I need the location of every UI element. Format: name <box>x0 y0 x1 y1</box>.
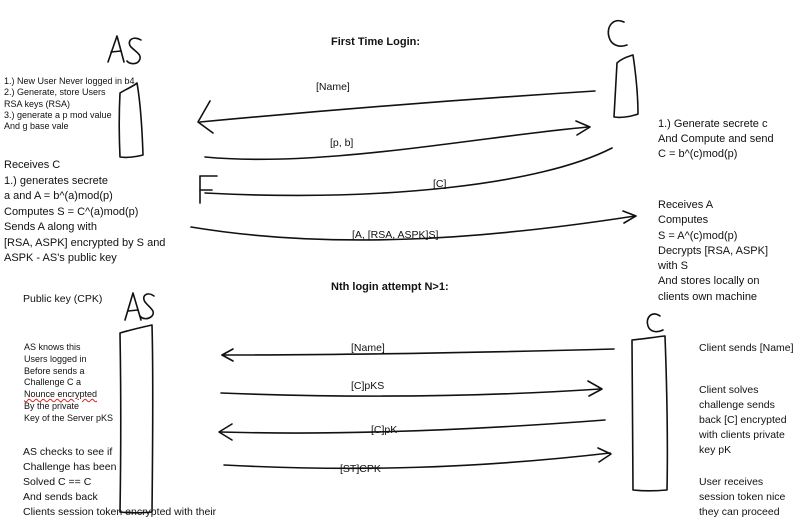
as-notes: 1.) New User Never logged in b4 2.) Gene… <box>4 76 135 132</box>
client-solves-line: key pK <box>699 444 732 456</box>
as-knows-line: Users logged in <box>24 353 87 364</box>
as-note-line: RSA keys (RSA) <box>4 98 71 109</box>
as-receives-line: ASPK - AS's public key <box>4 252 117 264</box>
as-checks-line: And sends back <box>23 491 98 503</box>
client-receives-line: Computes <box>658 214 709 227</box>
arrow-nth-stcpk <box>223 447 612 470</box>
client-receives-line: Receives A <box>658 199 714 211</box>
client-generate-line: 1.) Generate secrete c <box>658 118 768 130</box>
arrow-nth-cpk <box>218 419 606 441</box>
as-receives-line: a and A = b^(a)mod(p) <box>4 190 113 202</box>
msg-nth-stcpk: [ST]CPK <box>340 463 381 475</box>
as-note-line: 1.) New User Never logged in b4 <box>4 76 135 86</box>
client-generate-line: C = b^(c)mod(p) <box>658 148 738 160</box>
arrow-nth-cpks <box>220 380 603 397</box>
arrow-first-a <box>190 210 637 241</box>
as-knows-line: Nounce encrypted <box>24 389 98 400</box>
as-knows-block: AS knows this Users logged in Before sen… <box>24 342 113 425</box>
client-solves-block: Client solves challenge sends back [C] e… <box>699 383 787 458</box>
client-sends-name: Client sends [Name] <box>699 342 794 354</box>
arrow-first-c <box>199 147 613 204</box>
msg-first-pb: [p, b] <box>330 137 354 149</box>
as-bottom-lifeline <box>119 324 154 514</box>
c-bottom-lifeline <box>631 335 669 492</box>
client-solves-line: back [C] encrypted <box>699 414 787 426</box>
as-knows-line: AS knows this <box>24 342 81 352</box>
msg-nth-cpk: [C]pK <box>371 424 398 436</box>
client-solves-line: with clients private <box>699 429 785 441</box>
as-receives-block: Receives C 1.) generates secrete a and A… <box>4 158 165 267</box>
public-key-label: Public key (CPK) <box>23 293 103 305</box>
as-knows-line: By the private <box>24 400 80 411</box>
arrow-first-name <box>197 90 596 134</box>
as-top-lifeline <box>118 82 144 159</box>
msg-first-a: [A, [RSA, ASPK]S] <box>352 229 439 241</box>
as-note-line: 2.) Generate, store Users <box>4 87 106 98</box>
msg-first-c: [C] <box>433 178 447 190</box>
msg-nth-cpks: [C]pKS <box>351 380 385 392</box>
client-receives-line: Decrypts [RSA, ASPK] <box>658 244 769 257</box>
as-knows-line: Key of the Server pKS <box>24 412 114 423</box>
as-checks-block: AS checks to see if Challenge has been S… <box>23 445 216 520</box>
nth-login-title: Nth login attempt N>1: <box>331 281 449 293</box>
msg-nth-name: [Name] <box>351 342 385 354</box>
first-login-title: First Time Login: <box>331 36 421 48</box>
msg-first-name: [Name] <box>316 81 350 93</box>
as-top-glyph <box>107 35 142 65</box>
client-generate-line: And Compute and send <box>658 133 774 145</box>
as-checks-line: AS checks to see if <box>23 446 113 458</box>
client-solves-line: challenge sends <box>699 399 775 411</box>
client-receives-line: S = A^(c)mod(p) <box>658 229 738 242</box>
as-knows-line: Challenge C a <box>24 377 82 388</box>
as-checks-line: Solved C == C <box>23 476 92 488</box>
user-receives-block: User receives session token nice they ca… <box>699 475 785 520</box>
client-receives-line: clients own machine <box>658 290 758 303</box>
arrow-first-pb <box>204 120 591 161</box>
user-receives-line: User receives <box>699 476 764 488</box>
as-knows-line: Before sends a <box>24 365 85 376</box>
as-bottom-glyph <box>124 292 155 321</box>
client-receives-block: Receives A Computes S = A^(c)mod(p) Decr… <box>658 198 768 305</box>
as-note-line: 3.) generate a p mod value <box>4 109 112 120</box>
client-receives-line: And stores locally on <box>658 275 760 288</box>
as-receives-line: Computes S = C^(a)mod(p) <box>4 205 139 218</box>
as-receives-line: [RSA, ASPK] encrypted by S and <box>4 236 166 249</box>
c-bottom-glyph <box>646 313 664 333</box>
user-receives-line: session token nice <box>699 491 786 503</box>
arrow-nth-name <box>221 348 615 362</box>
as-checks-line: Challenge has been <box>23 461 117 473</box>
client-receives-line: with S <box>658 260 688 273</box>
c-top-lifeline <box>613 54 639 119</box>
client-solves-line: Client solves <box>699 384 759 396</box>
as-receives-line: Sends A along with <box>4 221 97 233</box>
user-receives-line: they can proceed <box>699 506 780 518</box>
c-top-glyph <box>607 19 628 47</box>
as-receives-line: 1.) generates secrete <box>4 174 108 187</box>
as-note-line: And g base vale <box>4 121 69 131</box>
as-receives-line: Receives C <box>4 159 61 171</box>
as-checks-line: Clients session token encrypted with the… <box>23 506 217 518</box>
client-generate-block: 1.) Generate secrete c And Compute and s… <box>658 117 774 162</box>
